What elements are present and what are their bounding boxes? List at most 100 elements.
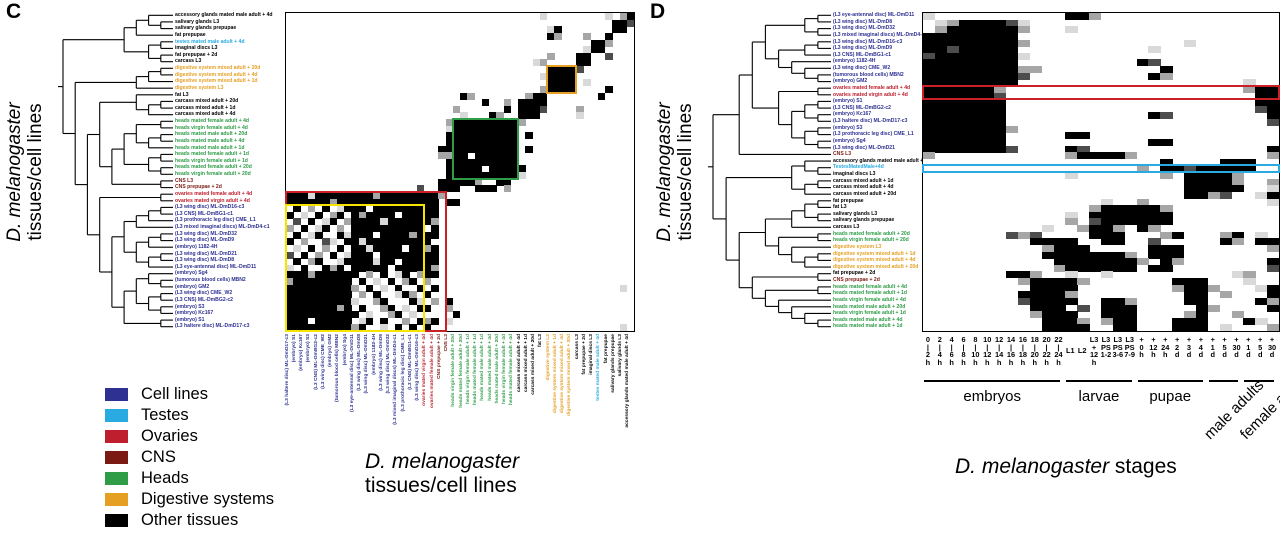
heatmap-cell: [329, 311, 338, 319]
heatmap-cell: [300, 297, 309, 305]
heatmap-cell: [423, 271, 432, 279]
row-label: heads virgin female adult + 1d: [175, 157, 248, 164]
heatmap-cell: [380, 258, 388, 266]
heatmap-cell: [1267, 238, 1280, 246]
heatmap-cell: [923, 79, 936, 87]
heatmap-cell: [518, 112, 526, 120]
heatmap-cell: [380, 304, 388, 312]
legend-item: Cell lines: [105, 385, 325, 403]
heatmap-cell: [1101, 211, 1114, 219]
stage-label-line: PS: [1112, 342, 1123, 352]
legend-swatch: [105, 451, 128, 464]
heatmap-cell: [402, 231, 410, 239]
heatmap-cell: [358, 198, 367, 206]
heatmap-cell: [445, 178, 454, 186]
heatmap-cell: [934, 19, 948, 27]
heatmap-cell: [394, 291, 403, 299]
heatmap-cell: [460, 145, 468, 153]
heatmap-cell: [982, 66, 995, 74]
heatmap-cell: [452, 152, 461, 160]
row-label: (L3 wing disc) ML-DmD32: [175, 230, 237, 237]
heatmap-cell: [1006, 72, 1019, 80]
stage-label-line: |: [1045, 342, 1048, 352]
heatmap-cell: [605, 52, 613, 60]
heatmap-cell: [351, 324, 359, 332]
stage-label-line: +: [1246, 335, 1251, 344]
stage-label-line: 2: [1175, 342, 1180, 352]
stage-label-line: 5: [1258, 342, 1263, 352]
panel-c-column-labels: (L3 haltere disc) ML-DmD17-c3 (embryo) S1…: [285, 334, 633, 448]
row-label: heads virgin female adult + 1d: [833, 310, 906, 317]
heatmap-cell: [1195, 297, 1209, 305]
heatmap-cell: [1148, 244, 1161, 252]
heatmap-cell: [394, 324, 403, 332]
stage-label-line: |: [926, 342, 929, 352]
heatmap-cell: [1184, 172, 1197, 180]
stage-label-line: 2: [937, 335, 942, 344]
heatmap-cell: [525, 99, 533, 107]
row-label: carcass mixed adult + 4d: [833, 184, 894, 191]
heatmap-cell: [474, 152, 483, 160]
column-label: L3 +12 h: [1088, 336, 1100, 366]
heatmap-cell: [322, 244, 330, 252]
heatmap-cell: [503, 99, 512, 107]
heatmap-cell: [351, 198, 359, 206]
heatmap-cell: [307, 205, 316, 213]
heatmap-cell: [1219, 158, 1232, 166]
heatmap-cell: [1053, 278, 1066, 286]
heatmap-cell: [576, 66, 584, 74]
stage-label-line: |: [998, 342, 1001, 352]
column-label: (embryo) 1182-4H: [371, 334, 377, 375]
heatmap-cell: [547, 66, 555, 74]
heatmap-cell: [351, 264, 359, 272]
legend-swatch: [105, 409, 128, 422]
heatmap-cell: [1267, 85, 1280, 93]
heatmap-cell: [1101, 251, 1114, 259]
panel-c-y-axis-title-rest: tissues/cell lines: [25, 103, 46, 241]
heatmap-cell: [445, 304, 454, 312]
heatmap-cell: [402, 191, 410, 199]
heatmap-cell: [970, 79, 983, 87]
heatmap-cell: [923, 39, 936, 47]
heatmap-cell: [554, 66, 562, 74]
heatmap-cell: [583, 52, 591, 60]
heatmap-cell: [402, 317, 410, 325]
heatmap-cell: [510, 145, 519, 153]
column-label: +30 d: [1231, 336, 1243, 359]
heatmap-cell: [445, 119, 454, 127]
stage-label-line: 22: [1054, 335, 1063, 344]
heatmap-cell: [409, 198, 417, 206]
heatmap-cell: [547, 32, 555, 40]
stage-label-line: h: [985, 357, 990, 367]
heatmap-cell: [373, 238, 381, 246]
row-label: CNS prepupae + 2d: [175, 184, 222, 191]
heatmap-cell: [387, 311, 396, 319]
stage-label-line: 30: [1232, 342, 1241, 352]
heatmap-cell: [322, 317, 330, 325]
heatmap-cell: [344, 284, 352, 292]
stage-label-line: 20: [1030, 350, 1039, 360]
heatmap-cell: [994, 125, 1007, 133]
heatmap-cell: [293, 244, 301, 252]
heatmap-cell: [1148, 225, 1161, 233]
row-label: (embryo) Sg4: [833, 137, 866, 144]
heatmap-cell: [970, 59, 983, 67]
heatmap-cell: [431, 284, 439, 292]
heatmap-cell: [1065, 258, 1078, 266]
heatmap-cell: [1112, 317, 1126, 325]
heatmap-cell: [307, 218, 316, 226]
heatmap-cell: [394, 225, 403, 233]
column-label: (embryo) S1: [291, 334, 297, 363]
heatmap-cell: [416, 244, 425, 252]
row-label: fat prepupae: [833, 197, 864, 204]
heatmap-cell: [416, 218, 425, 226]
heatmap-cell: [489, 132, 497, 140]
column-label: +2 d: [1171, 336, 1183, 359]
column-label: (L3 mixed imaginal discs) ML-DmD4-c1: [393, 334, 399, 425]
heatmap-cell: [1219, 191, 1232, 199]
heatmap-cell: [1053, 324, 1066, 332]
heatmap-cell: [1160, 138, 1173, 146]
heatmap-cell: [970, 99, 983, 107]
panel-c-heatmap: [285, 12, 635, 332]
heatmap-cell: [467, 145, 475, 153]
